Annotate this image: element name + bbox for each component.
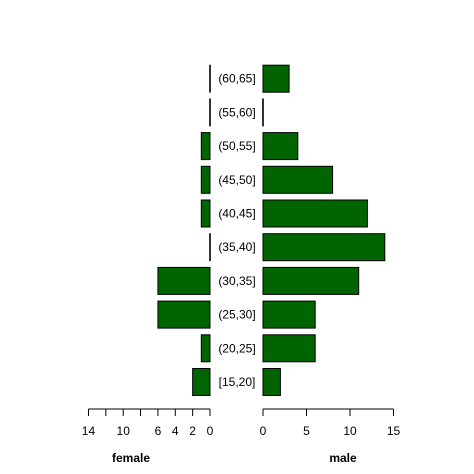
male-tick-label: 0 <box>260 424 267 438</box>
male-bar <box>262 98 264 127</box>
female-tick-label: 0 <box>207 424 214 438</box>
female-bar <box>200 165 211 194</box>
female-tick-label: 6 <box>155 424 162 438</box>
female-bar <box>209 98 211 127</box>
age-group-label: [15,20] <box>219 375 256 389</box>
age-group-label: (50,55] <box>218 139 255 153</box>
age-group-label: (35,40] <box>218 240 255 254</box>
male-tick-label: 10 <box>343 424 357 438</box>
female-bar <box>192 368 211 396</box>
age-group-label: (30,35] <box>218 274 255 288</box>
male-axis: 0 5 10 15 <box>260 408 401 438</box>
male-bar <box>262 199 368 228</box>
female-bar <box>200 334 211 363</box>
age-group-label: (60,65] <box>218 72 255 86</box>
male-bar <box>262 368 281 396</box>
female-axis-title: female <box>112 451 150 465</box>
female-tick-label: 4 <box>172 424 179 438</box>
age-group-label: (40,45] <box>218 207 255 221</box>
male-tick-label: 5 <box>303 424 310 438</box>
female-bar <box>209 233 211 262</box>
male-bars <box>262 64 386 396</box>
age-group-label: (45,50] <box>218 173 255 187</box>
male-bar <box>262 334 316 363</box>
female-tick-label: 14 <box>82 424 96 438</box>
age-group-label: (20,25] <box>218 341 255 355</box>
male-bar <box>262 132 299 161</box>
female-tick-label: 2 <box>189 424 196 438</box>
male-bar <box>262 165 334 194</box>
female-bar <box>200 199 211 228</box>
female-axis: 14 10 6 4 2 0 <box>82 408 214 438</box>
age-group-label: (25,30] <box>218 308 255 322</box>
age-group-label: (55,60] <box>218 105 255 119</box>
male-bar <box>262 233 386 262</box>
male-bar <box>262 300 316 329</box>
male-tick-label: 15 <box>387 424 401 438</box>
female-bar <box>200 132 211 161</box>
male-axis-title: male <box>329 451 357 465</box>
male-bar <box>262 64 290 93</box>
male-bar <box>262 266 360 295</box>
female-bar <box>209 64 211 93</box>
female-bar <box>157 266 211 295</box>
female-bar <box>157 300 211 329</box>
female-tick-label: 10 <box>117 424 131 438</box>
age-group-labels: [15,20] (20,25] (25,30] (30,35] (35,40] (40,4… <box>218 72 255 389</box>
female-bars <box>157 64 211 396</box>
